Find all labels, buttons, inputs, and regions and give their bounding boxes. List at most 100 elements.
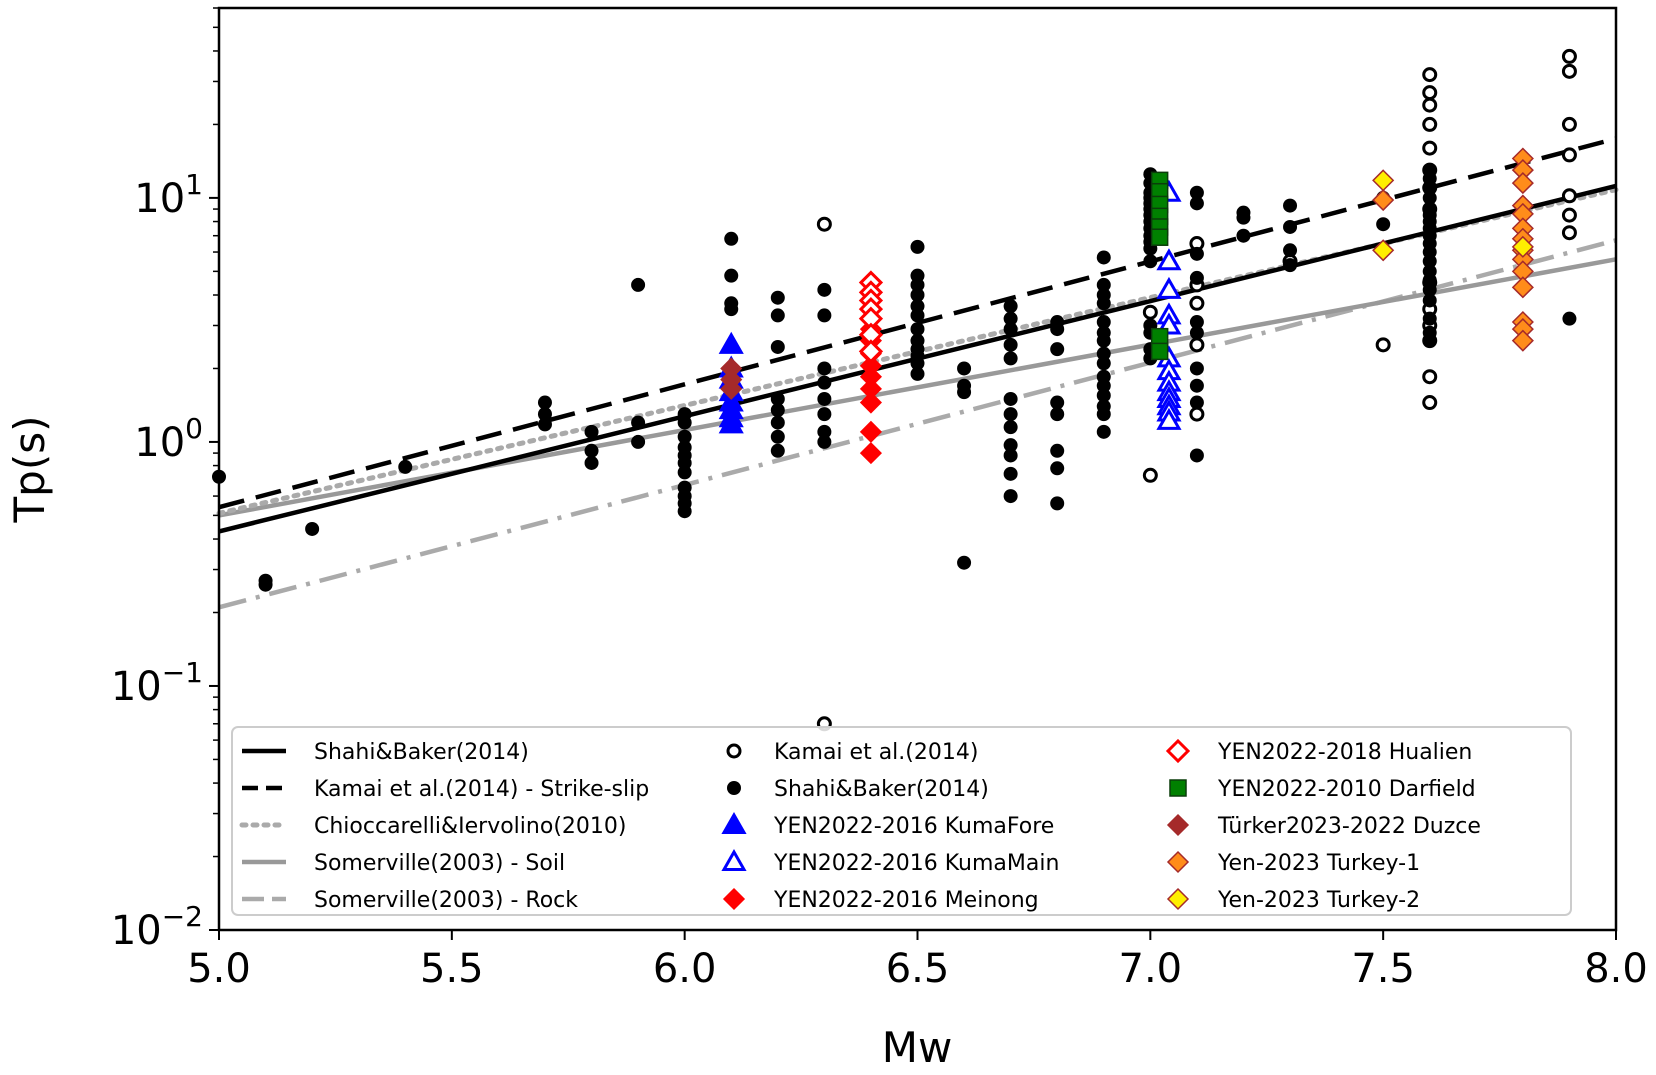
legend-label: YEN2022-2016 Meinong [773,888,1039,913]
point-yen2022-2016-meinong [859,420,882,443]
point-shahi-baker-2014 [1003,420,1018,435]
x-tick-label: 8.0 [1584,946,1648,992]
point-shahi-baker-2014 [817,361,832,376]
point-shahi-baker-2014 [1003,407,1018,422]
point-shahi-baker-2014 [817,391,832,406]
point-shahi-baker-2014 [1096,296,1111,311]
legend-swatch [727,781,741,795]
point-yen-2023-turkey-1 [1511,276,1534,299]
point-shahi-baker-2014 [1050,461,1065,476]
point-shahi-baker-2014 [677,465,692,480]
point-shahi-baker-2014 [910,366,925,381]
point-shahi-baker-2014 [1050,395,1065,410]
point-shahi-baker-2014 [957,385,972,400]
point-shahi-baker-2014 [1003,448,1018,463]
legend-label: YEN2022-2016 KumaMain [773,851,1059,876]
legend-entry-yen-2023-turkey-2: Yen-2023 Turkey-2 [1166,887,1420,913]
point-yen2022-2016-kumamain [1156,407,1182,430]
point-shahi-baker-2014 [537,417,552,432]
legend-swatch [1166,887,1190,911]
legend-swatch [722,887,746,911]
point-shahi-baker-2014 [1422,333,1437,348]
point-shahi-baker-2014 [724,302,739,317]
legend-entry-yen2022-2016-kumamain: YEN2022-2016 KumaMain [721,848,1059,876]
point-kamai-et-al-2014 [816,216,832,232]
legend-label: Shahi&Baker(2014) [774,777,989,802]
point-shahi-baker-2014 [631,415,646,430]
legend-entry-yen2022-2016-meinong: YEN2022-2016 Meinong [722,887,1039,913]
legend-label: YEN2022-2018 Hualien [1217,740,1472,765]
point-shahi-baker-2014 [1189,378,1204,393]
point-kamai-et-al-2014 [1422,116,1438,132]
point-shahi-baker-2014 [1283,219,1298,234]
y-tick-label: 10−1 [111,656,203,710]
point-kamai-et-al-2014 [1561,48,1577,64]
plot-frame [217,6,1618,932]
point-shahi-baker-2014 [1189,448,1204,463]
point-shahi-baker-2014 [1189,325,1204,340]
point-kamai-et-al-2014 [1561,188,1577,204]
point-shahi-baker-2014 [258,577,273,592]
point-kamai-et-al-2014 [1189,337,1205,353]
point-shahi-baker-2014 [584,443,599,458]
point-shahi-baker-2014 [957,555,972,570]
point-shahi-baker-2014 [1422,293,1437,308]
point-shahi-baker-2014 [1096,250,1111,265]
series-t-rker2023-2022-duzce [720,357,743,400]
point-shahi-baker-2014 [817,375,832,390]
point-shahi-baker-2014 [770,443,785,458]
point-shahi-baker-2014 [1376,217,1391,232]
legend-swatch [1166,813,1190,837]
point-yen2022-2016-meinong [859,442,882,465]
point-kamai-et-al-2014 [1561,147,1577,163]
point-shahi-baker-2014 [1422,311,1437,326]
axis-ticks: 5.0 5.5 6.0 6.5 7.0 7.5 8.0 101 100 10−1 10−2 [111,7,1648,992]
point-shahi-baker-2014 [1003,337,1018,352]
legend-label: Türker2023-2022 Duzce [1217,814,1481,839]
point-shahi-baker-2014 [1096,407,1111,422]
y-tick-label: 10−2 [111,900,203,954]
point-shahi-baker-2014 [1003,311,1018,326]
series-yen2022-2010-darfield [1150,171,1169,361]
series-yen2022-2018-hualien [858,270,884,364]
legend-entry-yen-2023-turkey-1: Yen-2023 Turkey-1 [1166,850,1420,876]
point-shahi-baker-2014 [910,356,925,371]
point-t-rker2023-2022-duzce [720,377,743,400]
point-kamai-et-al-2014 [1422,97,1438,113]
point-kamai-et-al-2014 [1142,304,1158,320]
point-shahi-baker-2014 [770,290,785,305]
point-shahi-baker-2014 [677,415,692,430]
point-shahi-baker-2014 [1003,438,1018,453]
x-tick-label: 5.5 [420,946,484,992]
point-shahi-baker-2014 [817,434,832,449]
point-shahi-baker-2014 [1050,322,1065,337]
point-shahi-baker-2014 [631,277,646,292]
legend: Shahi&Baker(2014) Kamai et al.(2014) - St… [231,726,1572,916]
point-yen-2023-turkey-1 [1511,329,1534,352]
point-yen2022-2010-darfield [1150,327,1169,346]
point-yen-2023-turkey-1 [1372,188,1395,212]
point-shahi-baker-2014 [1189,185,1204,200]
point-shahi-baker-2014 [1283,198,1298,213]
point-shahi-baker-2014 [770,391,785,406]
point-shahi-baker-2014 [1189,315,1204,330]
legend-swatch [1169,779,1187,797]
point-shahi-baker-2014 [1422,180,1437,195]
legend-entry-t-rker2023-2022-duzce: Türker2023-2022 Duzce [1166,813,1481,839]
point-shahi-baker-2014 [770,429,785,444]
point-shahi-baker-2014 [1422,254,1437,269]
point-shahi-baker-2014 [1422,190,1437,205]
point-shahi-baker-2014 [1096,424,1111,439]
point-shahi-baker-2014 [770,415,785,430]
point-shahi-baker-2014 [957,361,972,376]
point-shahi-baker-2014 [1189,361,1204,376]
point-kamai-et-al-2014 [1422,67,1438,83]
point-shahi-baker-2014 [631,434,646,449]
point-yen-2023-turkey-2 [1372,239,1395,262]
legend-label: Yen-2023 Turkey-2 [1217,888,1420,913]
x-tick-label: 6.0 [653,946,717,992]
point-kamai-et-al-2014 [1561,116,1577,132]
point-shahi-baker-2014 [817,308,832,323]
legend-label: Chioccarelli&Iervolino(2010) [314,814,626,839]
